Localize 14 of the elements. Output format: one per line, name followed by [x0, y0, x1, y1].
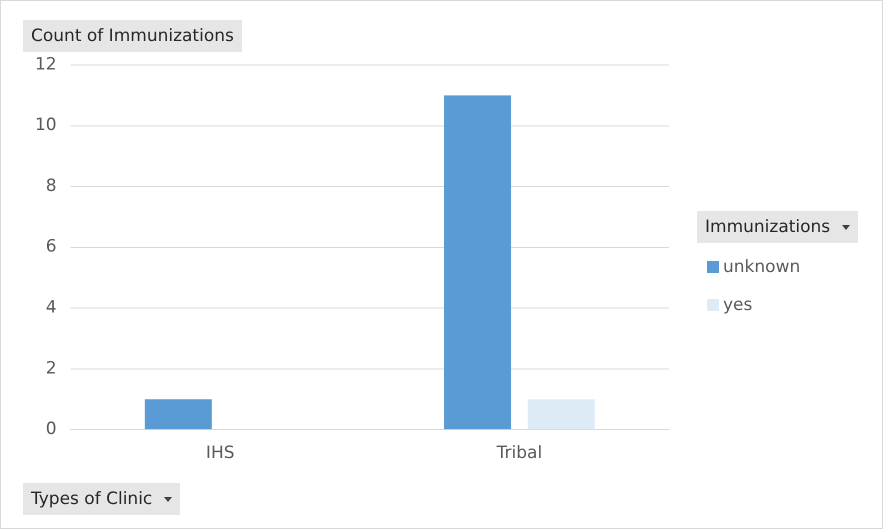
- x-axis-title: Types of Clinic: [31, 489, 152, 509]
- x-tick-label: IHS: [206, 443, 235, 464]
- y-tick-label: 12: [34, 54, 57, 74]
- y-tick-label: 0: [46, 419, 57, 440]
- y-tick-label: 6: [46, 236, 57, 257]
- y-tick-label: 2: [46, 358, 57, 378]
- legend-label: yes: [723, 295, 752, 315]
- x-tick-label: Tribal: [496, 443, 542, 464]
- y-axis-title: Count of Immunizations: [23, 20, 242, 52]
- y-tick-label: 10: [34, 115, 57, 136]
- y-tick-label: 8: [46, 176, 57, 196]
- legend-label: unknown: [723, 257, 800, 277]
- y-tick-label: 4: [46, 297, 57, 318]
- legend-title: Immunizations: [705, 217, 830, 237]
